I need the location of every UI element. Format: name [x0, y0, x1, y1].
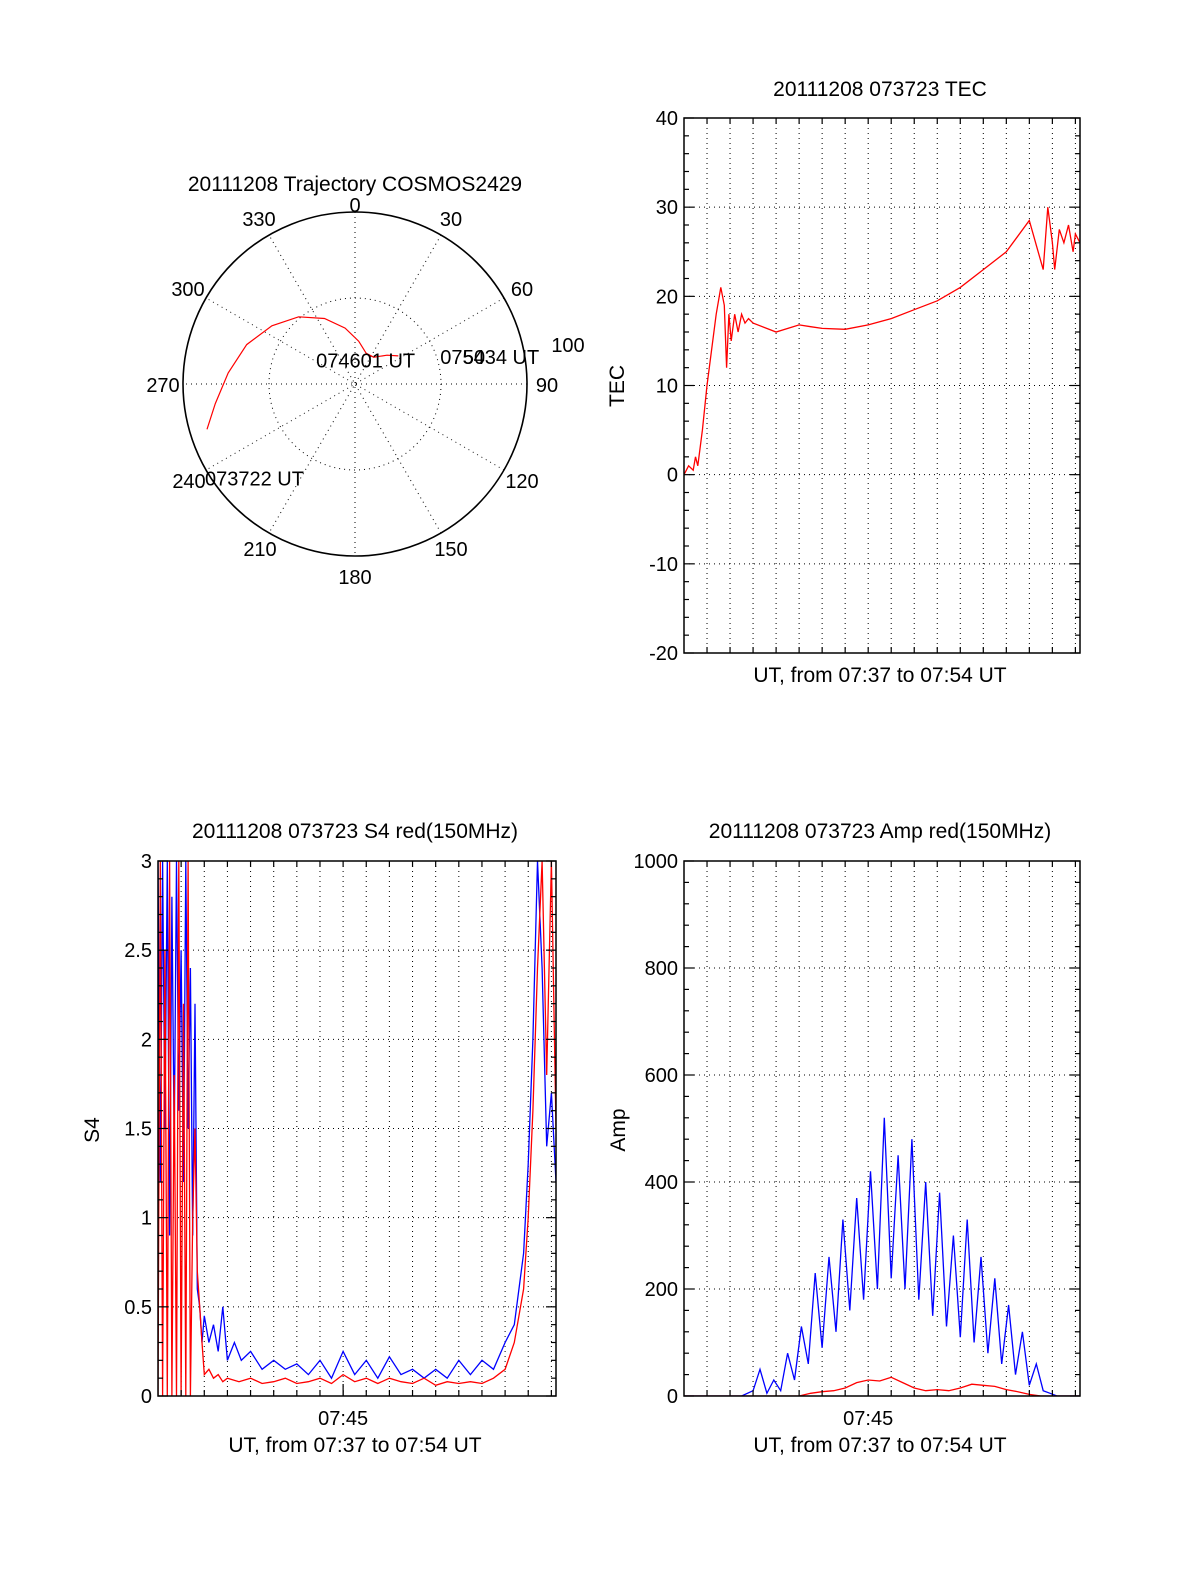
y-tick-label: 200: [645, 1279, 678, 1301]
amp-panel: 20111208 073723 Amp red(150MHz) UT, from…: [607, 820, 1081, 1457]
series-line-1: [684, 1376, 1080, 1396]
radial-label-100: 100: [551, 335, 584, 357]
s4-x-axis-label: UT, from 07:37 to 07:54 UT: [228, 1434, 481, 1457]
azimuth-label-120: 120: [505, 471, 538, 493]
polar-labels: 0 30 60 90 120 150 180 210 240 270 300 330 50 100: [146, 195, 584, 589]
amp-axes: 0 200 400 600 800 1000 07:45: [634, 851, 1081, 1430]
azimuth-label-150: 150: [434, 539, 467, 561]
azimuth-label-30: 30: [440, 209, 462, 231]
y-tick-label: 20: [656, 286, 678, 308]
radial-label-50: 50: [463, 347, 485, 369]
polar-grid: [182, 211, 528, 557]
y-tick-label: 2: [141, 1029, 152, 1051]
azimuth-label-90: 90: [536, 375, 558, 397]
azimuth-label-0: 0: [349, 195, 360, 217]
trajectory-panel: 20111208 Trajectory COSMOS2429 0 30 60 90 12…: [146, 173, 584, 589]
azimuth-label-270: 270: [146, 375, 179, 397]
amp-grid: [684, 861, 1080, 1396]
trajectory-annotation: 073722 UT: [205, 468, 304, 490]
azimuth-label-300: 300: [171, 279, 204, 301]
s4-axes: 0 0.5 1 1.5 2 2.5 3 07:45: [124, 851, 557, 1430]
plot-frame: [683, 860, 1081, 1397]
tec-grid: [684, 118, 1080, 653]
azimuth-label-60: 60: [511, 279, 533, 301]
azimuth-label-180: 180: [338, 567, 371, 589]
series-line-0: [158, 861, 556, 1380]
azimuth-label-240: 240: [172, 471, 205, 493]
x-tick-label: 07:45: [318, 1408, 368, 1430]
tec-panel: 20111208 073723 TEC UT, from 07:37 to 07…: [606, 78, 1081, 687]
tec-title: 20111208 073723 TEC: [773, 78, 987, 101]
amp-plot-area: [684, 1117, 1080, 1396]
series-line-0: [684, 1117, 1080, 1396]
trajectory-annotation: 074601 UT: [316, 350, 415, 372]
trajectory-title: 20111208 Trajectory COSMOS2429: [188, 173, 522, 196]
tec-plot-area: [684, 207, 1080, 475]
amp-x-axis-label: UT, from 07:37 to 07:54 UT: [753, 1434, 1006, 1457]
y-tick-label: 30: [656, 197, 678, 219]
y-tick-label: -20: [649, 643, 678, 665]
y-tick-label: 0: [667, 465, 678, 487]
y-tick-label: 1.5: [124, 1119, 152, 1141]
plot-frame: [157, 860, 557, 1397]
y-tick-label: 400: [645, 1172, 678, 1194]
amp-y-axis-label: Amp: [607, 1108, 630, 1151]
trajectory-data: 073722 UT 074601 UT 075434 UT: [205, 316, 539, 490]
s4-grid: [158, 861, 556, 1396]
plot-frame: [683, 117, 1081, 654]
azimuth-label-330: 330: [242, 209, 275, 231]
s4-panel: 20111208 073723 S4 red(150MHz) UT, from …: [81, 820, 557, 1457]
trajectory-annotation: 075434 UT: [440, 347, 539, 369]
azimuth-label-210: 210: [243, 539, 276, 561]
y-tick-label: 0.5: [124, 1297, 152, 1319]
y-tick-label: 3: [141, 851, 152, 873]
y-tick-label: 800: [645, 958, 678, 980]
y-tick-label: 600: [645, 1065, 678, 1087]
tec-axes: -20 -10 0 10 20 30 40: [649, 108, 1081, 665]
y-tick-label: 2.5: [124, 940, 152, 962]
y-tick-label: -10: [649, 554, 678, 576]
y-tick-label: 0: [667, 1386, 678, 1408]
amp-title: 20111208 073723 Amp red(150MHz): [709, 820, 1051, 843]
y-tick-label: 10: [656, 376, 678, 398]
y-tick-label: 40: [656, 108, 678, 130]
series-line-1: [158, 861, 556, 1396]
series-line-0: [684, 207, 1080, 475]
trajectory-line: [206, 316, 399, 430]
s4-plot-area: [158, 861, 556, 1396]
s4-title: 20111208 073723 S4 red(150MHz): [192, 820, 518, 843]
s4-y-axis-label: S4: [81, 1117, 104, 1143]
y-tick-label: 0: [141, 1386, 152, 1408]
tec-x-axis-label: UT, from 07:37 to 07:54 UT: [753, 664, 1006, 687]
tec-y-axis-label: TEC: [606, 365, 629, 407]
x-tick-label: 07:45: [843, 1408, 893, 1430]
y-tick-label: 1000: [634, 851, 679, 873]
y-tick-label: 1: [141, 1208, 152, 1230]
